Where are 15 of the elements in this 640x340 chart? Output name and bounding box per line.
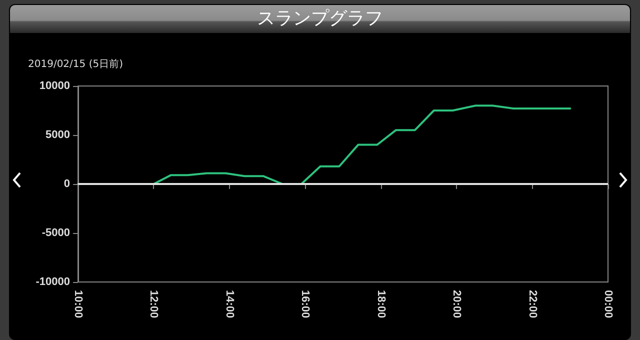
chart-subtitle: 2019/02/15 (5日前): [28, 58, 123, 71]
x-tick-label: 00:00: [602, 290, 614, 318]
x-tick-label: 16:00: [299, 290, 312, 318]
y-tick-label: 0: [64, 178, 70, 190]
chart-title: スランプグラフ: [10, 5, 630, 33]
y-tick-label: 5000: [46, 129, 70, 141]
x-tick-label: 22:00: [526, 290, 538, 318]
y-tick-label: -5000: [42, 227, 70, 239]
x-tick-label: 18:00: [374, 290, 387, 318]
x-tick-label: 10:00: [72, 290, 84, 318]
x-tick-label: 12:00: [148, 290, 160, 318]
x-tick-label: 20:00: [450, 290, 463, 318]
y-tick-label: 10000: [39, 80, 70, 92]
y-tick-label: -10000: [36, 276, 70, 288]
x-tick-label: 14:00: [223, 290, 236, 318]
